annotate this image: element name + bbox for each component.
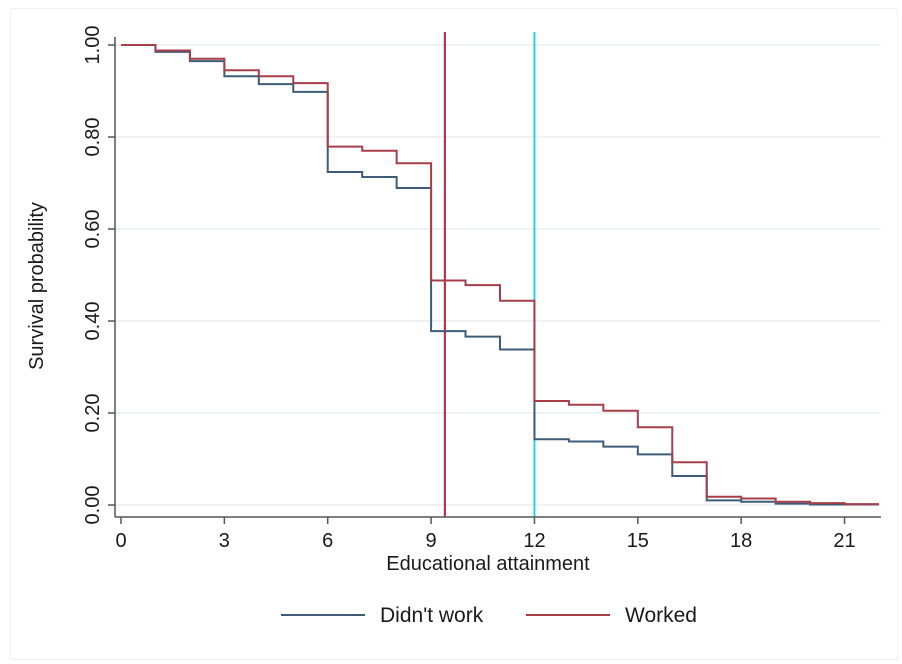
x-axis-title: Educational attainment bbox=[386, 553, 590, 575]
x-tick-label-5: 15 bbox=[627, 530, 649, 552]
x-tick-label-6: 18 bbox=[730, 530, 752, 552]
x-tick-label-0: 0 bbox=[115, 530, 126, 552]
y-tick-label-5: 1.00 bbox=[82, 26, 104, 65]
ticks: 0.00 0.20 0.40 0.60 0.80 1.00 0 3 6 9 12 15 18 21 bbox=[82, 26, 856, 552]
series-line-didnt-work bbox=[121, 44, 879, 506]
chart-frame: 0.00 0.20 0.40 0.60 0.80 1.00 0 3 6 9 12 15 18 21 Edu… bbox=[10, 8, 898, 660]
axes bbox=[114, 37, 881, 518]
legend-label-didnt-work: Didn't work bbox=[380, 604, 484, 627]
x-tick-label-4: 12 bbox=[523, 530, 545, 552]
x-tick-label-1: 3 bbox=[219, 530, 230, 552]
y-tick-label-2: 0.40 bbox=[82, 302, 104, 341]
series-line-worked bbox=[121, 44, 879, 506]
y-axis-title: Survival probability bbox=[26, 202, 48, 370]
y-tick-label-1: 0.20 bbox=[82, 394, 104, 433]
x-tick-label-7: 21 bbox=[833, 530, 855, 552]
y-tick-label-4: 0.80 bbox=[82, 118, 104, 157]
series-lines bbox=[121, 44, 879, 506]
grid-lines bbox=[115, 44, 881, 506]
reference-lines bbox=[443, 32, 536, 517]
legend-label-worked: Worked bbox=[625, 604, 697, 627]
x-tick-label-3: 9 bbox=[426, 530, 437, 552]
legend: Didn't work Worked bbox=[281, 604, 697, 627]
y-tick-label-3: 0.60 bbox=[82, 210, 104, 249]
survival-chart: 0.00 0.20 0.40 0.60 0.80 1.00 0 3 6 9 12 15 18 21 Edu… bbox=[26, 26, 881, 627]
x-tick-label-2: 6 bbox=[322, 530, 333, 552]
y-tick-label-0: 0.00 bbox=[82, 486, 104, 525]
